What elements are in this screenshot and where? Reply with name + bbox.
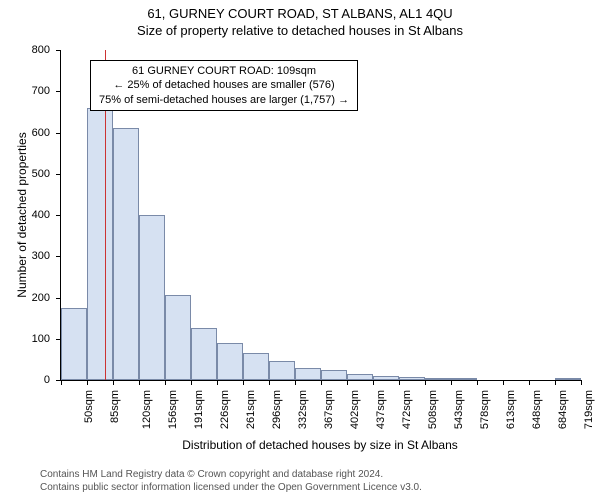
y-tick-label: 200 bbox=[20, 292, 50, 304]
histogram-bar bbox=[373, 376, 399, 380]
histogram-bar bbox=[425, 378, 451, 380]
x-tick-label: 402sqm bbox=[349, 390, 361, 429]
histogram-bar bbox=[295, 368, 321, 380]
x-tick-label: 332sqm bbox=[297, 390, 309, 429]
x-tick-label: 261sqm bbox=[245, 390, 257, 429]
histogram-bar bbox=[451, 378, 477, 380]
x-tick-label: 543sqm bbox=[453, 390, 465, 429]
x-tick-label: 508sqm bbox=[427, 390, 439, 429]
license-line-2: Contains public sector information licen… bbox=[40, 482, 422, 495]
y-tick-label: 100 bbox=[20, 333, 50, 345]
histogram-bar bbox=[321, 370, 347, 380]
histogram-bar bbox=[165, 295, 191, 380]
y-tick-label: 400 bbox=[20, 209, 50, 221]
x-tick-label: 296sqm bbox=[271, 390, 283, 429]
y-tick-label: 300 bbox=[20, 250, 50, 262]
histogram-bar bbox=[87, 108, 113, 380]
page-title: 61, GURNEY COURT ROAD, ST ALBANS, AL1 4Q… bbox=[0, 0, 600, 21]
x-tick-label: 648sqm bbox=[531, 390, 543, 429]
x-tick-mark bbox=[165, 380, 166, 385]
x-tick-label: 684sqm bbox=[557, 390, 569, 429]
x-tick-mark bbox=[451, 380, 452, 385]
histogram-bar bbox=[347, 374, 373, 380]
x-tick-label: 719sqm bbox=[583, 390, 595, 429]
x-tick-mark bbox=[477, 380, 478, 385]
histogram-bar bbox=[217, 343, 243, 380]
y-tick-mark bbox=[56, 215, 61, 216]
y-tick-mark bbox=[56, 91, 61, 92]
histogram-bar bbox=[243, 353, 269, 380]
x-tick-label: 191sqm bbox=[193, 390, 205, 429]
x-tick-mark bbox=[217, 380, 218, 385]
annotation-box: 61 GURNEY COURT ROAD: 109sqm ← 25% of de… bbox=[90, 60, 358, 111]
license-text: Contains HM Land Registry data © Crown c… bbox=[40, 469, 422, 494]
x-tick-mark bbox=[243, 380, 244, 385]
x-tick-mark bbox=[113, 380, 114, 385]
y-tick-label: 800 bbox=[20, 44, 50, 56]
x-tick-mark bbox=[321, 380, 322, 385]
x-tick-mark bbox=[555, 380, 556, 385]
page-subtitle: Size of property relative to detached ho… bbox=[0, 21, 600, 38]
y-tick-label: 600 bbox=[20, 127, 50, 139]
histogram-bar bbox=[555, 378, 581, 380]
histogram-bar bbox=[61, 308, 87, 380]
annotation-line-1: 61 GURNEY COURT ROAD: 109sqm bbox=[99, 64, 349, 78]
x-tick-label: 85sqm bbox=[109, 390, 121, 423]
x-tick-mark bbox=[87, 380, 88, 385]
x-tick-label: 367sqm bbox=[323, 390, 335, 429]
y-tick-label: 0 bbox=[20, 374, 50, 386]
y-tick-label: 700 bbox=[20, 85, 50, 97]
histogram-bar bbox=[191, 328, 217, 380]
x-tick-label: 226sqm bbox=[219, 390, 231, 429]
annotation-line-2: ← 25% of detached houses are smaller (57… bbox=[99, 78, 349, 92]
x-tick-mark bbox=[295, 380, 296, 385]
x-tick-label: 50sqm bbox=[83, 390, 95, 423]
x-tick-mark bbox=[425, 380, 426, 385]
x-tick-mark bbox=[503, 380, 504, 385]
x-tick-label: 578sqm bbox=[479, 390, 491, 429]
y-tick-mark bbox=[56, 256, 61, 257]
histogram-bar bbox=[399, 377, 425, 380]
histogram-bar bbox=[113, 128, 139, 380]
y-tick-mark bbox=[56, 50, 61, 51]
y-tick-label: 500 bbox=[20, 168, 50, 180]
histogram-bar bbox=[139, 215, 165, 380]
y-tick-mark bbox=[56, 298, 61, 299]
x-tick-mark bbox=[139, 380, 140, 385]
y-tick-mark bbox=[56, 133, 61, 134]
x-tick-mark bbox=[529, 380, 530, 385]
x-axis-label: Distribution of detached houses by size … bbox=[60, 438, 580, 452]
x-tick-label: 437sqm bbox=[375, 390, 387, 429]
x-tick-label: 472sqm bbox=[401, 390, 413, 429]
x-tick-mark bbox=[347, 380, 348, 385]
x-tick-label: 120sqm bbox=[141, 390, 153, 429]
histogram-bar bbox=[269, 361, 295, 380]
x-tick-mark bbox=[581, 380, 582, 385]
license-line-1: Contains HM Land Registry data © Crown c… bbox=[40, 469, 422, 482]
x-tick-mark bbox=[61, 380, 62, 385]
x-tick-label: 156sqm bbox=[167, 390, 179, 429]
annotation-line-3: 75% of semi-detached houses are larger (… bbox=[99, 93, 349, 107]
x-tick-mark bbox=[373, 380, 374, 385]
x-tick-label: 613sqm bbox=[505, 390, 517, 429]
x-tick-mark bbox=[399, 380, 400, 385]
x-tick-mark bbox=[269, 380, 270, 385]
x-tick-mark bbox=[191, 380, 192, 385]
y-tick-mark bbox=[56, 174, 61, 175]
